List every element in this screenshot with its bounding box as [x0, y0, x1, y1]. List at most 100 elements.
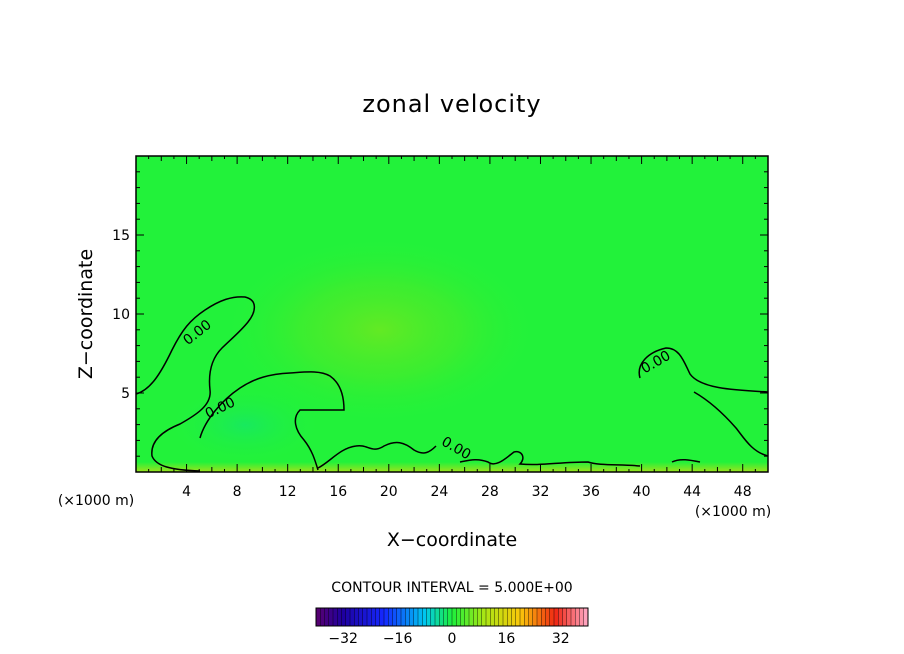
colorbar-tick-label: 16 [497, 631, 515, 647]
x-tick-label: 36 [582, 484, 600, 500]
colorbar [315, 607, 589, 627]
contour-line-right [638, 347, 768, 457]
colorbar-cell [566, 608, 572, 626]
colorbar-tick-label: 32 [552, 631, 570, 647]
colorbar-cell [524, 608, 529, 626]
y-axis-ticks: 5 10 15 [112, 171, 768, 457]
colorbar-cell [571, 608, 576, 626]
colorbar-cell [401, 608, 406, 626]
colorbar-cell [405, 608, 410, 626]
colorbar-cell [316, 608, 321, 626]
colorbar-cell [422, 608, 427, 626]
colorbar-cell [337, 608, 342, 626]
x-tick-label: 4 [182, 484, 191, 500]
colorbar-cell [507, 608, 512, 626]
plot-area: 0.00 0.00 0.00 0.00 [136, 156, 768, 472]
colorbar-tick-label: −32 [328, 631, 358, 647]
colorbar-cell [537, 608, 542, 626]
colorbar-frame [315, 607, 589, 627]
colorbar-cell [583, 608, 589, 626]
contour-line-bottom [317, 441, 701, 469]
colorbar-cell [494, 608, 500, 626]
field-surface-layer [136, 462, 768, 472]
colorbar-cell [392, 608, 398, 626]
y-tick-label: 15 [112, 228, 130, 244]
colorbar-cell [490, 608, 495, 626]
x-unit-right: (×1000 m) [695, 504, 771, 520]
colorbar-cell [477, 608, 483, 626]
colorbar-cell [532, 608, 538, 626]
colorbar-cell [341, 608, 347, 626]
colorbar-cell [528, 608, 534, 626]
x-tick-label: 12 [279, 484, 297, 500]
colorbar-cell [579, 608, 585, 626]
colorbar-cell [541, 608, 546, 626]
colorbar-tick-label: −16 [383, 631, 413, 647]
colorbar-cell [515, 608, 521, 626]
colorbar-cell [443, 608, 449, 626]
field-feature-positive-jet [220, 235, 540, 425]
colorbar-cell [481, 608, 487, 626]
colorbar-cell [439, 608, 444, 626]
colorbar-cell [460, 608, 466, 626]
colorbar-cell [320, 608, 325, 626]
x-tick-label: 40 [633, 484, 651, 500]
colorbar-cell [413, 608, 419, 626]
x-tick-label: 44 [683, 484, 701, 500]
colorbar-cell [345, 608, 351, 626]
colorbar-cell [447, 608, 453, 626]
colorbar-cell [388, 608, 393, 626]
colorbar-cell [435, 608, 440, 626]
colorbar-cell [328, 608, 334, 626]
x-tick-label: 48 [734, 484, 752, 500]
x-tick-label: 20 [380, 484, 398, 500]
colorbar-cell [396, 608, 402, 626]
x-unit-left: (×1000 m) [58, 493, 134, 509]
colorbar-cell [503, 608, 508, 626]
colorbar-cell [367, 608, 372, 626]
x-tick-label: 16 [329, 484, 347, 500]
colorbar-cell [354, 608, 359, 626]
colorbar-cell [452, 608, 457, 626]
colorbar-cell [362, 608, 368, 626]
zero-contours [136, 296, 768, 472]
contour-line-left-upper [136, 296, 256, 472]
x-tick-label: 24 [430, 484, 448, 500]
colorbar-cell [562, 608, 568, 626]
y-tick-label: 5 [121, 386, 130, 402]
colorbar-cell [426, 608, 432, 626]
chart-title: zonal velocity [362, 90, 541, 118]
x-tick-label: 28 [481, 484, 499, 500]
colorbar-cell [511, 608, 517, 626]
colorbar-cell [575, 608, 580, 626]
colorbar-cell [486, 608, 491, 626]
contour-line-left-lower [199, 371, 345, 471]
colorbar-cell [554, 608, 559, 626]
colorbar-cell [464, 608, 470, 626]
x-axis-label: X−coordinate [387, 529, 517, 551]
colorbar-cell [430, 608, 436, 626]
colorbar-cell [379, 608, 385, 626]
colorbar-cell [418, 608, 423, 626]
colorbar-cell [469, 608, 474, 626]
colorbar-cell [384, 608, 389, 626]
colorbar-cell [324, 608, 330, 626]
colorbar-cell [371, 608, 376, 626]
colorbar-cell [558, 608, 563, 626]
colorbar-cell [333, 608, 338, 626]
colorbar-cell [498, 608, 504, 626]
colorbar-cell [375, 608, 381, 626]
colorbar-cell [456, 608, 461, 626]
x-tick-label: 8 [233, 484, 242, 500]
contour-interval-text: CONTOUR INTERVAL = 5.000E+00 [331, 580, 572, 596]
colorbar-cell [358, 608, 364, 626]
colorbar-cell [549, 608, 555, 626]
x-tick-label: 32 [532, 484, 550, 500]
colorbar-cell [409, 608, 415, 626]
colorbar-cell [473, 608, 478, 626]
colorbar-tick-label: 0 [448, 631, 457, 647]
colorbar-cell [350, 608, 355, 626]
y-axis-label: Z−coordinate [75, 249, 97, 379]
colorbar-cell [545, 608, 551, 626]
